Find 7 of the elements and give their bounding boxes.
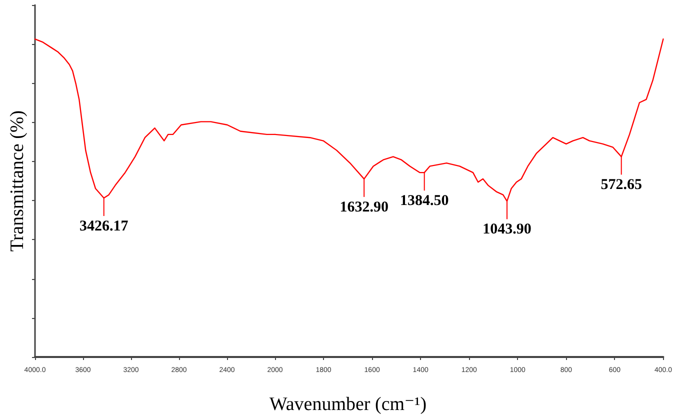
annotation: 3426.17 — [79, 218, 129, 235]
annotation: 1043.90 — [482, 222, 532, 238]
y-axis-title: Transmittance (%) — [7, 110, 28, 252]
annotation: 1384.50 — [400, 193, 449, 210]
x-axis-title: Wavenumber (cm⁻¹) — [269, 394, 427, 415]
annotation: 572.65 — [600, 177, 642, 194]
annotation: 1632.90 — [340, 199, 388, 216]
